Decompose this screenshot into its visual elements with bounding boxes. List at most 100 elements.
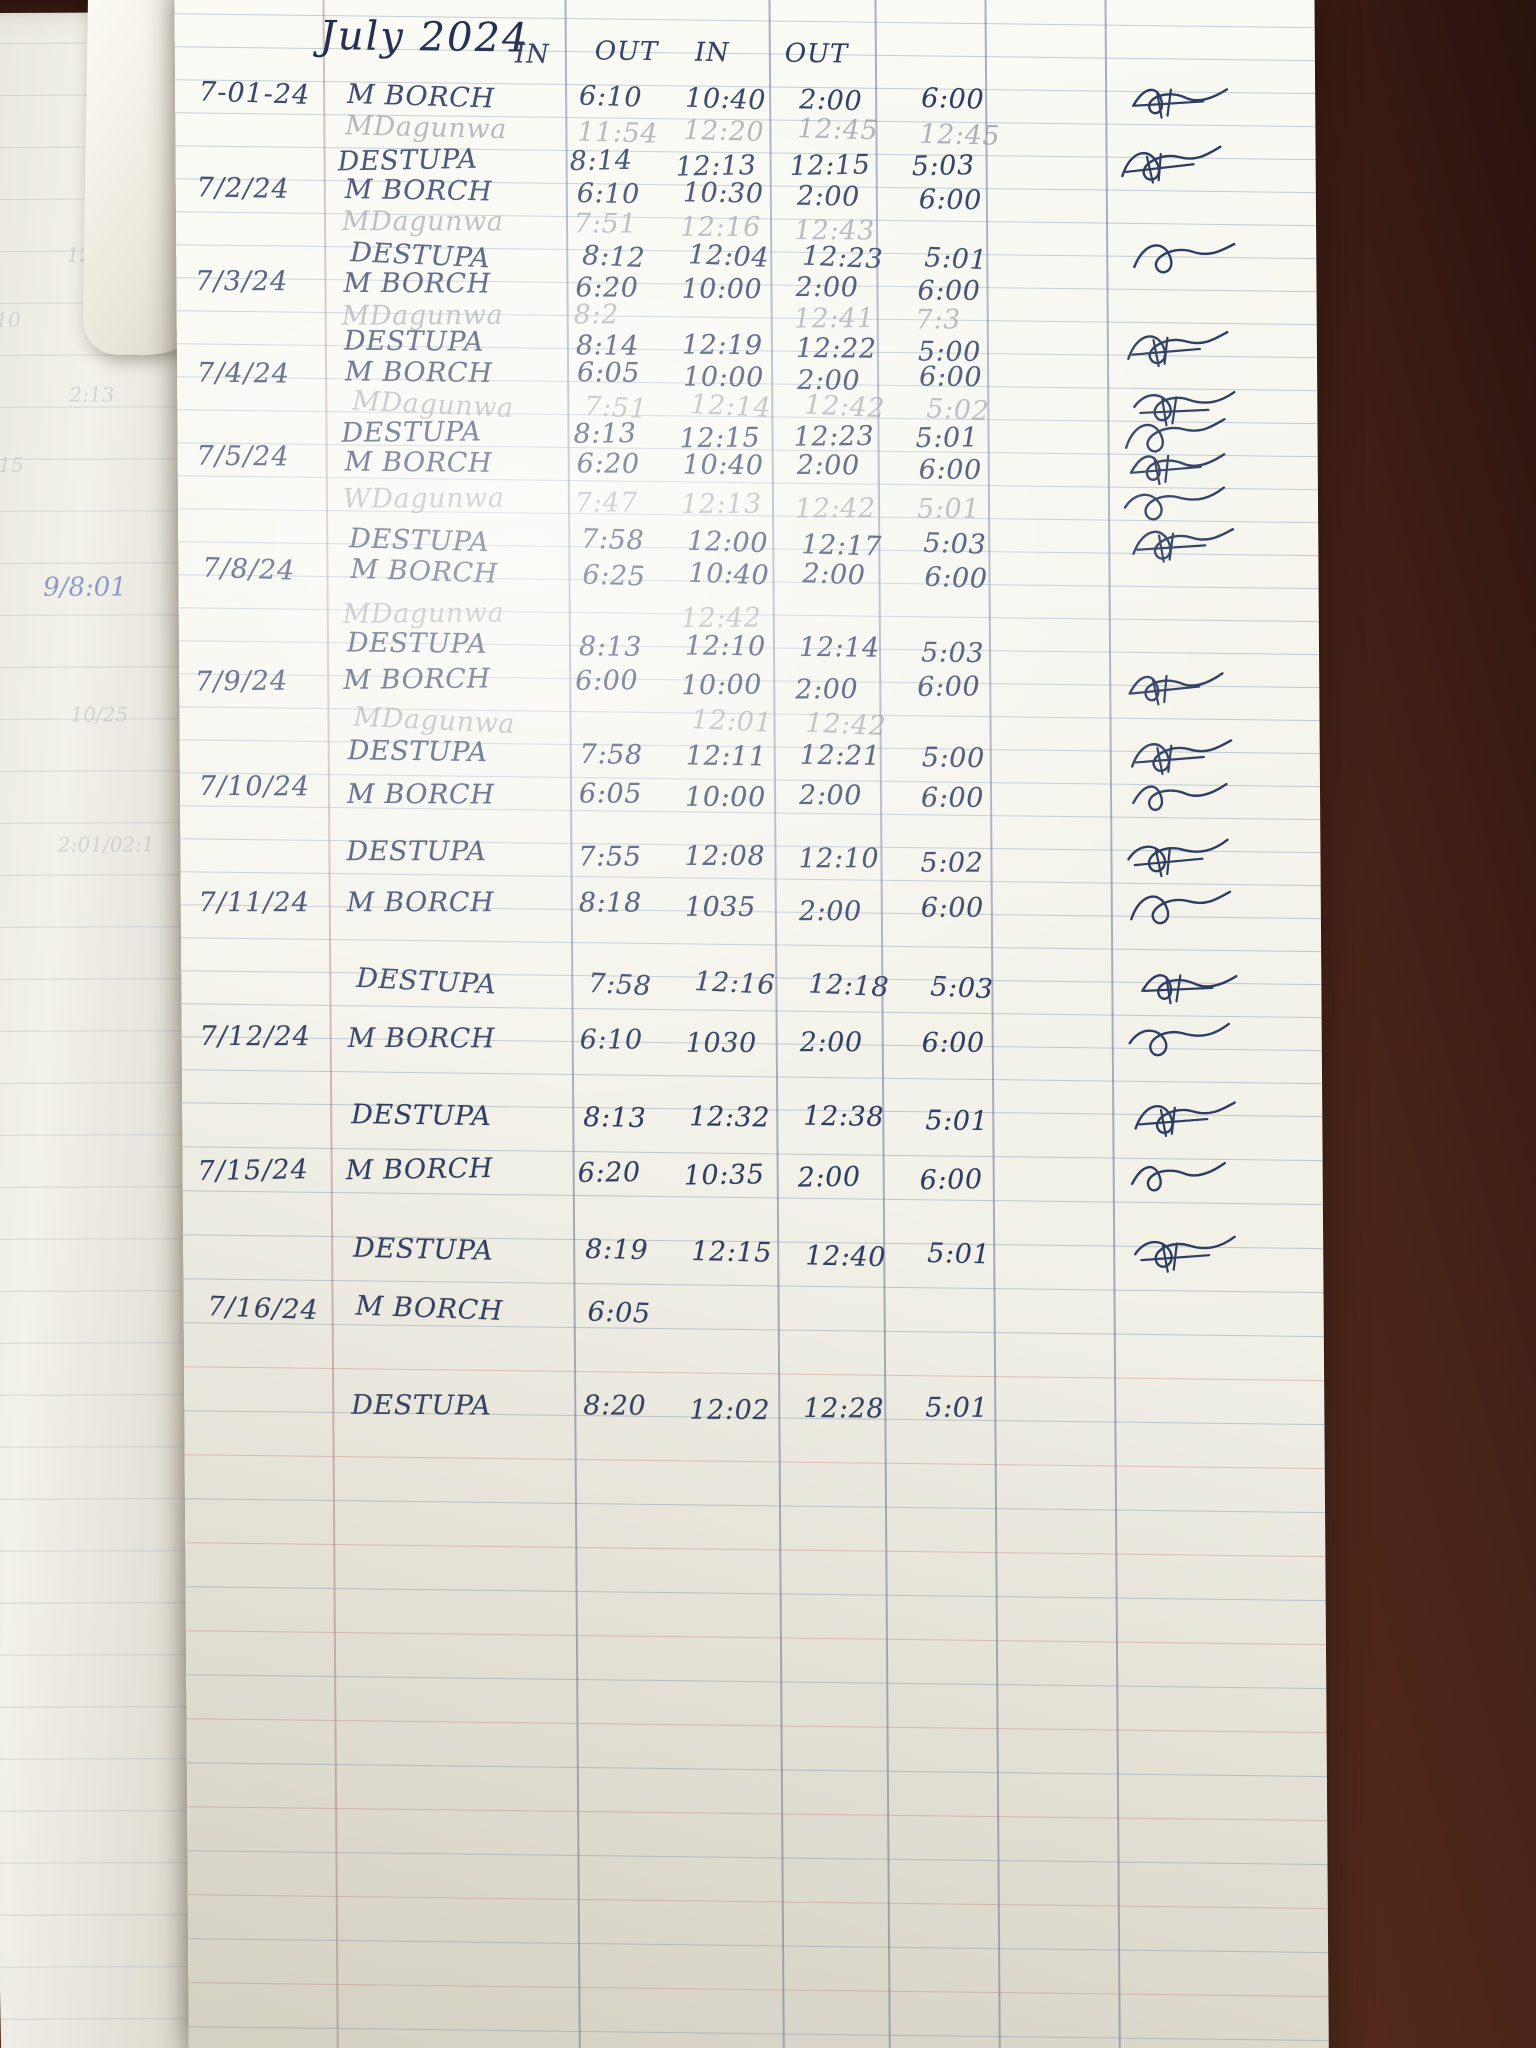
cell-text: 5:03	[911, 149, 976, 183]
cell-text: DESTUPA	[346, 627, 487, 660]
cell-text: 6:00	[919, 453, 983, 486]
column-header-in-2: IN	[694, 37, 730, 69]
cell-text: 12:40	[804, 1240, 886, 1273]
cell-text: 5:01	[924, 1105, 988, 1138]
cell-text: M BORCH	[345, 1152, 494, 1186]
cell-text: DESTUPA	[349, 522, 490, 558]
cell-text: 12:11	[685, 740, 767, 773]
cell-text: 6:00	[920, 892, 985, 924]
rule-line	[186, 1762, 1327, 1778]
cell-text: 7/2/24	[196, 172, 290, 205]
cell-text: 8:19	[584, 1233, 648, 1267]
cell-text: 12:38	[802, 1100, 884, 1134]
rule-line	[183, 1278, 1324, 1294]
cell-text: 10:00	[680, 273, 763, 305]
cell-text: 2:00	[802, 557, 866, 592]
rule-line	[182, 1190, 1323, 1206]
cell-text: 5:03	[920, 637, 985, 669]
cell-text: 1030	[685, 1028, 758, 1060]
rule-line	[188, 1982, 1329, 1998]
cell-text: DESTUPA	[344, 325, 485, 358]
cell-text: 6:05	[578, 778, 642, 810]
cell-text: 2:00	[798, 780, 862, 812]
cell-text: 10:40	[688, 557, 770, 592]
rule-line	[188, 2026, 1329, 2042]
cell-text: 7/9/24	[194, 665, 289, 698]
cell-text: 10:00	[680, 669, 763, 702]
cell-text: 12:42	[803, 389, 886, 424]
cell-text: 12:42	[805, 707, 887, 742]
cell-text: 12:23	[802, 240, 884, 275]
cell-text: DESTUPA	[337, 143, 479, 178]
cell-text: 2:00	[794, 673, 859, 706]
cell-text: 12:00	[687, 525, 769, 560]
cell-text: DESTUPA	[345, 836, 487, 868]
cell-text: 5:03	[929, 971, 994, 1006]
cell-text: 5:02	[919, 847, 984, 879]
rule-line	[181, 937, 1322, 953]
cell-text: DESTUPA	[355, 962, 497, 1001]
cell-text: 12:42	[680, 602, 763, 635]
cell-text: 10:40	[684, 82, 766, 117]
cell-text: 12:15	[789, 149, 872, 182]
rule-line	[187, 1938, 1329, 1954]
cell-text: 12:04	[688, 239, 770, 274]
cell-text: M BORCH	[355, 1290, 504, 1327]
cell-text: 12:32	[688, 1101, 770, 1134]
cell-text: 2:00	[794, 271, 859, 303]
rule-line	[181, 1069, 1323, 1085]
cell-text: 12:41	[793, 303, 875, 335]
cell-text: M BORCH	[346, 778, 495, 811]
cell-text: 8:2	[573, 299, 620, 331]
cell-text: 5:03	[923, 527, 987, 561]
cell-text: 7-01-24	[198, 76, 310, 112]
cell-text: 6:00	[918, 184, 982, 217]
cell-text: 6:00	[574, 665, 639, 698]
cell-text: 5:01	[924, 1392, 989, 1425]
cell-text: 7:55	[577, 841, 642, 873]
rule-line	[184, 1498, 1326, 1514]
cell-text: 8:18	[578, 887, 642, 919]
cell-text: 12:13	[680, 488, 763, 521]
cell-text: 6:10	[578, 80, 642, 114]
cell-text: 6:00	[920, 83, 984, 117]
cell-text: 5:01	[924, 241, 988, 276]
cell-text: 8:13	[573, 418, 637, 451]
cell-text: DESTUPA	[347, 734, 489, 768]
cell-text: 12:22	[796, 333, 878, 365]
cell-text: 2:00	[799, 1026, 864, 1059]
cell-text: 7/3/24	[194, 266, 289, 298]
cell-text: 6:00	[916, 275, 981, 307]
cell-text: WDagunwa	[342, 482, 505, 515]
cell-text: 7/4/24	[196, 357, 290, 390]
cell-text: 6:05	[587, 1296, 652, 1330]
cell-text: 12:21	[799, 739, 881, 772]
cell-text: M BORCH	[344, 356, 493, 390]
cell-text: 5:00	[921, 741, 986, 774]
rule-line	[187, 1850, 1328, 1866]
left-page-mark: 2:13	[69, 382, 115, 407]
left-page-mark: 9/8:01	[42, 572, 128, 603]
cell-text: 6:00	[924, 562, 988, 596]
cell-text: 8:13	[582, 1101, 646, 1134]
cell-text: 7:58	[579, 739, 644, 772]
cell-text: 12:45	[797, 113, 879, 147]
left-page-mark: 1:15	[0, 452, 24, 477]
cell-text: 5:01	[916, 493, 981, 525]
cell-text: 12:18	[807, 967, 890, 1003]
cell-text: 12:42	[794, 492, 877, 525]
page-title: July 2024	[319, 13, 530, 62]
rule-line	[185, 1586, 1326, 1602]
cell-text: 8:12	[582, 239, 646, 274]
cell-text: 6:10	[576, 178, 640, 211]
cell-text: 6:10	[579, 1024, 644, 1056]
rule-line	[184, 1366, 1325, 1382]
cell-text: 12:08	[683, 840, 766, 872]
cell-text: 6:20	[576, 448, 641, 481]
column-header-out-1: OUT	[594, 36, 659, 68]
rule-line	[186, 1718, 1327, 1734]
cell-text: 12:02	[688, 1394, 771, 1426]
cell-text: 1035	[684, 891, 757, 923]
cell-text: 7:3	[915, 304, 962, 336]
left-page-mark: 10/25	[70, 702, 129, 727]
